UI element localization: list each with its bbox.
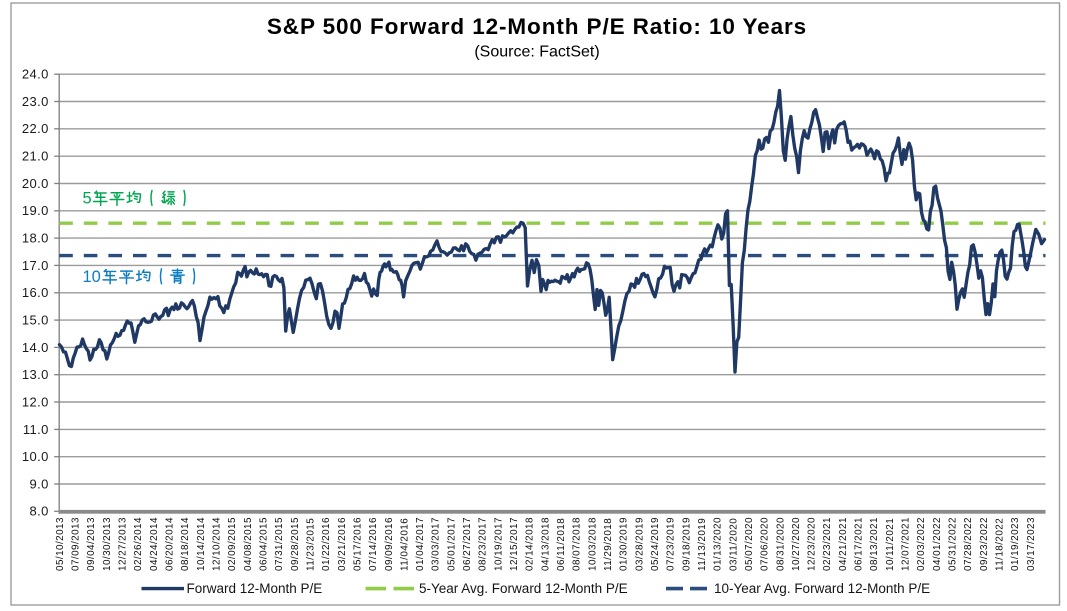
svg-text:10-Year Avg. Forward 12-Month: 10-Year Avg. Forward 12-Month P/E [714, 581, 930, 596]
svg-text:8.0: 8.0 [30, 504, 49, 519]
svg-text:05/24/2019: 05/24/2019 [650, 517, 661, 571]
svg-text:16.0: 16.0 [22, 285, 49, 300]
svg-text:10/11/2021: 10/11/2021 [885, 518, 896, 571]
svg-text:06/11/2018: 06/11/2018 [556, 518, 567, 571]
svg-text:03/21/2016: 03/21/2016 [337, 517, 348, 571]
svg-text:04/13/2018: 04/13/2018 [540, 517, 551, 571]
svg-text:05/31/2022: 05/31/2022 [948, 517, 959, 571]
svg-text:11/29/2018: 11/29/2018 [603, 518, 614, 571]
svg-text:02/26/2014: 02/26/2014 [133, 517, 144, 571]
svg-text:04/01/2022: 04/01/2022 [932, 517, 943, 571]
svg-text:12.0: 12.0 [22, 394, 49, 409]
svg-text:14.0: 14.0 [22, 340, 49, 355]
svg-text:(Source: FactSet): (Source: FactSet) [474, 44, 599, 61]
svg-text:05/10/2013: 05/10/2013 [55, 517, 66, 571]
svg-text:13.0: 13.0 [22, 367, 49, 382]
svg-text:5: 5 [83, 190, 92, 208]
svg-text:08/31/2020: 08/31/2020 [775, 517, 786, 571]
svg-text:10/30/2013: 10/30/2013 [102, 517, 113, 571]
svg-text:21.0: 21.0 [22, 149, 49, 164]
svg-text:15.0: 15.0 [22, 313, 49, 328]
svg-text:S&P 500 Forward 12-Month P/E R: S&P 500 Forward 12-Month P/E Ratio: 10 Y… [267, 14, 807, 39]
svg-text:20.0: 20.0 [22, 176, 49, 191]
svg-text:Forward 12-Month P/E: Forward 12-Month P/E [187, 581, 323, 596]
svg-text:12/15/2017: 12/15/2017 [509, 517, 520, 571]
svg-text:03/17/2023: 03/17/2023 [1026, 517, 1037, 571]
svg-text:09/04/2013: 09/04/2013 [86, 517, 97, 571]
svg-text:03/03/2017: 03/03/2017 [431, 517, 442, 571]
svg-text:04/08/2015: 04/08/2015 [243, 517, 254, 571]
svg-text:03/11/2020: 03/11/2020 [728, 518, 739, 571]
svg-text:17.0: 17.0 [22, 258, 49, 273]
svg-text:05/07/2020: 05/07/2020 [744, 517, 755, 571]
svg-text:18.0: 18.0 [22, 231, 49, 246]
svg-text:10/19/2017: 10/19/2017 [493, 517, 504, 571]
svg-text:11.0: 11.0 [23, 422, 49, 437]
svg-text:01/13/2020: 01/13/2020 [713, 517, 724, 571]
svg-text:12/23/2020: 12/23/2020 [807, 517, 818, 571]
svg-text:11/04/2016: 11/04/2016 [399, 518, 410, 571]
svg-text:24.0: 24.0 [22, 67, 49, 82]
svg-text:22.0: 22.0 [22, 121, 49, 136]
svg-text:10/03/2018: 10/03/2018 [587, 517, 598, 571]
svg-text:07/28/2022: 07/28/2022 [963, 517, 974, 571]
svg-text:09/23/2022: 09/23/2022 [979, 517, 990, 571]
svg-text:10/27/2020: 10/27/2020 [791, 517, 802, 571]
svg-text:07/14/2016: 07/14/2016 [368, 517, 379, 571]
svg-text:5-Year Avg. Forward 12-Month P: 5-Year Avg. Forward 12-Month P/E [419, 581, 628, 596]
svg-text:02/23/2021: 02/23/2021 [822, 517, 833, 571]
svg-text:11/13/2019: 11/13/2019 [697, 518, 708, 571]
svg-text:09/18/2019: 09/18/2019 [681, 517, 692, 571]
svg-text:04/24/2014: 04/24/2014 [149, 517, 160, 571]
svg-text:01/19/2023: 01/19/2023 [1010, 517, 1021, 571]
svg-text:07/09/2013: 07/09/2013 [71, 517, 82, 571]
svg-text:06/20/2014: 06/20/2014 [165, 517, 176, 571]
svg-text:03/28/2019: 03/28/2019 [634, 517, 645, 571]
svg-text:06/17/2021: 06/17/2021 [854, 517, 865, 571]
svg-text:11/18/2022: 11/18/2022 [995, 518, 1006, 571]
svg-text:05/17/2016: 05/17/2016 [352, 517, 363, 571]
svg-text:01/30/2019: 01/30/2019 [619, 517, 630, 571]
svg-text:10.0: 10.0 [22, 449, 49, 464]
svg-text:09/28/2015: 09/28/2015 [290, 517, 301, 571]
svg-text:09/09/2016: 09/09/2016 [384, 517, 395, 571]
svg-text:05/01/2017: 05/01/2017 [446, 517, 457, 571]
svg-text:08/07/2018: 08/07/2018 [572, 517, 583, 571]
svg-text:06/27/2017: 06/27/2017 [462, 517, 473, 571]
svg-text:23.0: 23.0 [22, 94, 49, 109]
svg-text:19.0: 19.0 [22, 203, 49, 218]
svg-text:11/23/2015: 11/23/2015 [305, 518, 316, 571]
svg-text:02/03/2022: 02/03/2022 [916, 517, 927, 571]
svg-text:07/31/2015: 07/31/2015 [274, 517, 285, 571]
svg-text:12/27/2013: 12/27/2013 [118, 517, 129, 571]
svg-text:01/22/2016: 01/22/2016 [321, 517, 332, 571]
svg-text:06/04/2015: 06/04/2015 [258, 517, 269, 571]
svg-text:08/23/2017: 08/23/2017 [478, 517, 489, 571]
svg-text:02/09/2015: 02/09/2015 [227, 517, 238, 571]
svg-text:07/06/2020: 07/06/2020 [760, 517, 771, 571]
svg-text:08/13/2021: 08/13/2021 [869, 517, 880, 571]
svg-text:04/21/2021: 04/21/2021 [838, 517, 849, 571]
svg-text:01/04/2017: 01/04/2017 [415, 517, 426, 571]
svg-text:12/07/2021: 12/07/2021 [901, 517, 912, 571]
svg-text:10/14/2014: 10/14/2014 [196, 517, 207, 571]
svg-text:10: 10 [83, 268, 101, 286]
svg-text:02/14/2018: 02/14/2018 [525, 517, 536, 571]
svg-text:08/18/2014: 08/18/2014 [180, 517, 191, 571]
svg-text:12/10/2014: 12/10/2014 [212, 517, 223, 571]
svg-text:9.0: 9.0 [30, 476, 49, 491]
svg-text:07/23/2019: 07/23/2019 [666, 517, 677, 571]
